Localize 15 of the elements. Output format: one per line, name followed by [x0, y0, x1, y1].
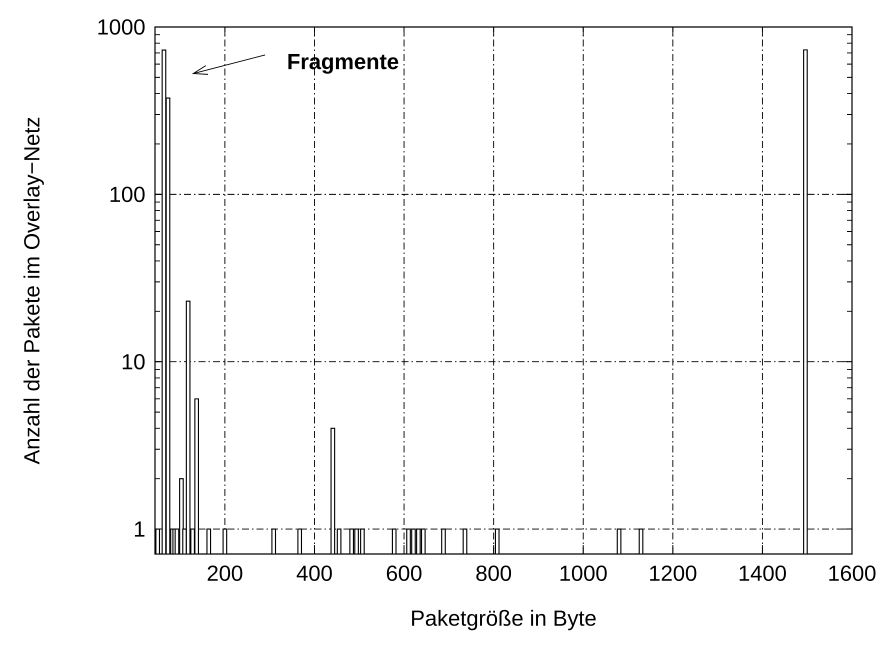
y-axis-title: Anzahl der Pakete im Overlay−Netz	[23, 118, 44, 464]
x-tick-label: 200	[208, 565, 242, 582]
x-tick-label: 1400	[740, 565, 786, 582]
x-axis-title: Paketgröße in Byte	[412, 610, 596, 630]
x-tick-label: 400	[296, 565, 332, 582]
x-tick-label: 600	[386, 565, 422, 582]
x-tick-label: 800	[476, 565, 512, 582]
x-tick-label: 1600	[829, 565, 876, 582]
y-tick-label: 100	[110, 186, 145, 202]
annotation: Fragmente	[288, 54, 398, 74]
x-tick-label: 1200	[650, 565, 696, 582]
y-tick-label: 10	[122, 354, 145, 370]
x-tick-label: 1000	[560, 565, 607, 582]
y-tick-label: 1	[134, 522, 144, 537]
y-tick-label: 1000	[98, 19, 145, 35]
